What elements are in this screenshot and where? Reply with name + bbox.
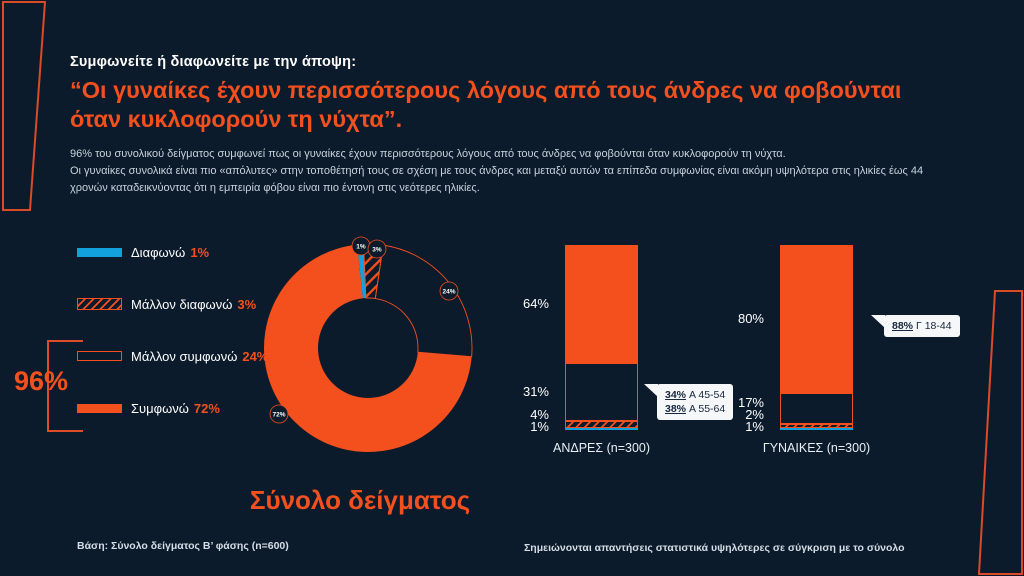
callout-pct: 88% bbox=[892, 320, 914, 332]
callout-women-higher-group: 88% Γ 18-44 bbox=[871, 315, 960, 337]
donut-title: Σύνολο δείγματος bbox=[249, 485, 471, 515]
summary-line-1: 96% του συνολικού δείγματος συμφωνεί πως… bbox=[70, 148, 786, 160]
callout-group: Α 45-54 bbox=[689, 389, 726, 401]
bar-segment-outline bbox=[780, 393, 853, 425]
frame-bottom-right bbox=[977, 290, 1023, 575]
chart-legend: Διαφωνώ 1% Μάλλον διαφωνώ 3% Μάλλον συμφωνώ 2… bbox=[77, 244, 268, 452]
donut-label-bubble bbox=[367, 239, 387, 259]
callout-group: Α 55-64 bbox=[689, 403, 726, 415]
callout-group: Γ 18-44 bbox=[916, 320, 952, 332]
headline-quote: “Οι γυναίκες έχουν περισσότερους λόγους … bbox=[70, 77, 902, 132]
donut-label-bubble bbox=[269, 404, 289, 424]
bar-segment-solid bbox=[565, 245, 638, 364]
legend-swatch-outline bbox=[77, 351, 122, 361]
summary-line-2: Οι γυναίκες συνολικά είναι πιο «απόλυτες… bbox=[70, 165, 924, 194]
callout-row: 88% Γ 18-44 bbox=[892, 319, 952, 333]
legend-pct: 3% bbox=[237, 296, 257, 312]
legend-item-1: Μάλλον διαφωνώ 3% bbox=[77, 296, 268, 312]
callout-men-higher-groups: 34% Α 45-54 38% Α 55-64 bbox=[643, 384, 734, 420]
legend-pct: 1% bbox=[190, 244, 210, 260]
bar-value-label: 64% bbox=[522, 296, 549, 312]
question-kicker: Συμφωνείτε ή διαφωνείτε με την άποψη: bbox=[70, 54, 357, 70]
callout-row: 34% Α 45-54 bbox=[665, 388, 725, 402]
donut-slice-outline bbox=[374, 244, 473, 358]
footnote-note: Σημειώνονται απαντήσεις στατιστικά υψηλό… bbox=[524, 542, 905, 554]
agree-total-bracket bbox=[47, 340, 83, 432]
bar-segment-hatch bbox=[780, 424, 853, 429]
callout-pct: 34% bbox=[665, 389, 687, 401]
donut-slice-solid bbox=[264, 244, 472, 452]
legend-pct: 24% bbox=[242, 348, 269, 364]
bar-value-label: 2% bbox=[745, 407, 764, 422]
donut-label-bubble bbox=[439, 281, 459, 301]
legend-pct: 72% bbox=[193, 400, 220, 416]
summary-text: 96% του συνολικού δείγματος συμφωνεί πως… bbox=[70, 146, 955, 197]
frame-top-left bbox=[2, 1, 47, 211]
bar-segment-solid bbox=[780, 245, 853, 393]
legend-item-0: Διαφωνώ 1% bbox=[77, 244, 268, 260]
callout-row: 38% Α 55-64 bbox=[665, 402, 725, 416]
bar-axis-label: ΓΥΝΑΙΚΕΣ (n=300) bbox=[762, 441, 871, 455]
bar-value-label: 4% bbox=[530, 407, 549, 422]
bar-axis-label: ΑΝΔΡΕΣ (n=300) bbox=[552, 441, 651, 455]
legend-label: Μάλλον διαφωνώ bbox=[131, 296, 233, 312]
donut-label-value: 3% bbox=[372, 246, 382, 253]
legend-item-2: Μάλλον συμφωνώ 24% bbox=[77, 348, 268, 364]
bar-value-label: 1% bbox=[745, 419, 764, 434]
bar-value-label: 80% bbox=[737, 311, 764, 326]
callout-pct: 38% bbox=[665, 403, 687, 415]
donut-label-value: 1% bbox=[356, 243, 366, 250]
stacked-bar-0 bbox=[565, 245, 638, 430]
bar-segment-blue bbox=[780, 428, 853, 430]
donut-slice-blue bbox=[357, 244, 366, 299]
bar-value-label: 1% bbox=[530, 419, 549, 434]
bar-value-label: 31% bbox=[522, 384, 549, 400]
agree-total-value: 96% bbox=[14, 366, 69, 396]
donut-label-value: 24% bbox=[442, 288, 455, 295]
legend-swatch-hatch bbox=[77, 298, 122, 310]
donut-label-value: 72% bbox=[272, 411, 285, 418]
bar-segment-blue bbox=[565, 428, 638, 430]
legend-item-3: Συμφωνώ 72% bbox=[77, 400, 268, 416]
donut-chart: 1% 3% 24% 72% bbox=[264, 236, 473, 452]
legend-label: Μάλλον συμφωνώ bbox=[131, 348, 238, 364]
bar-value-label: 17% bbox=[737, 395, 764, 410]
legend-label: Διαφωνώ bbox=[131, 244, 186, 260]
legend-label: Συμφωνώ bbox=[131, 400, 189, 416]
bar-segment-outline bbox=[565, 363, 638, 421]
legend-swatch-blue bbox=[77, 247, 122, 257]
legend-swatch-solid bbox=[77, 403, 122, 413]
bar-segment-hatch bbox=[565, 420, 638, 429]
footnote-base: Βάση: Σύνολο δείγματος Β’ φάσης (n=600) bbox=[77, 540, 289, 552]
stacked-bar-1 bbox=[780, 245, 853, 430]
